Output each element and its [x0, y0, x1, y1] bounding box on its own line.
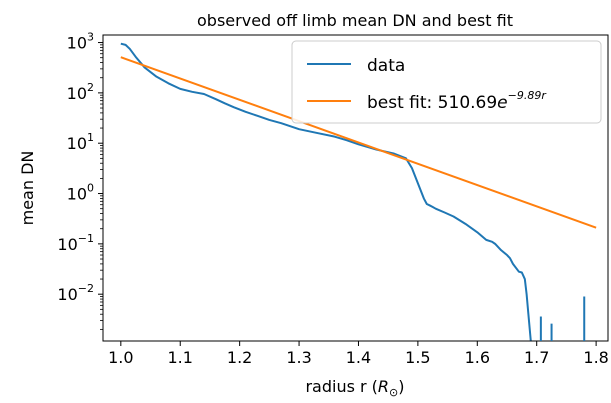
y-tick-label: 100	[67, 182, 94, 204]
x-tick-label: 1.3	[286, 348, 311, 367]
best-fit-line	[120, 56, 597, 229]
legend-label-best-fit: best fit: 510.69e−9.89r	[367, 89, 547, 113]
x-tick-label: 1.1	[168, 348, 193, 367]
y-axis-label: mean DN	[18, 151, 37, 226]
x-tick-label: 1.8	[583, 348, 608, 367]
y-tick-label: 102	[67, 81, 94, 103]
data-series-line	[120, 42, 532, 341]
x-tick-label: 1.4	[346, 348, 371, 367]
x-tick-label: 1.6	[465, 348, 490, 367]
y-tick-label: 10−1	[57, 232, 94, 254]
series-layer	[120, 42, 597, 341]
chart-title: observed off limb mean DN and best fit	[197, 11, 513, 30]
x-axis-label: radius r (R⊙)	[305, 377, 404, 399]
y-axis-ticks: 103 102 101 100 10−1 10−2	[57, 31, 103, 330]
x-tick-label: 1.0	[108, 348, 133, 367]
y-tick-label: 103	[67, 31, 94, 53]
legend: data best fit: 510.69e−9.89r	[291, 40, 602, 124]
x-tick-label: 1.5	[405, 348, 430, 367]
y-tick-label: 101	[67, 131, 94, 153]
legend-box	[291, 40, 602, 124]
x-tick-label: 1.7	[524, 348, 549, 367]
y-tick-label: 10−2	[57, 282, 94, 304]
x-axis-ticks: 1.0 1.1 1.2 1.3 1.4 1.5 1.6 1.7 1.8	[108, 341, 609, 367]
legend-label-data: data	[367, 56, 405, 76]
x-tick-label: 1.2	[227, 348, 252, 367]
